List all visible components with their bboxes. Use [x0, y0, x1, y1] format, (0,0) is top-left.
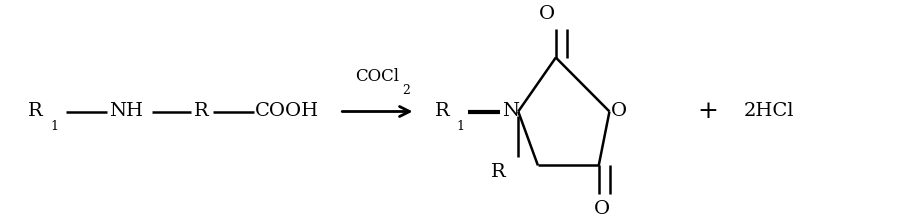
Text: O: O: [611, 103, 627, 120]
Text: R: R: [28, 103, 43, 120]
Text: R: R: [492, 163, 506, 181]
Text: +: +: [697, 100, 718, 123]
Text: 2HCl: 2HCl: [744, 103, 794, 120]
Text: NH: NH: [109, 103, 143, 120]
Text: O: O: [539, 4, 555, 23]
Text: 1: 1: [50, 120, 58, 133]
Text: R: R: [435, 103, 449, 120]
Text: 1: 1: [457, 120, 465, 133]
Text: 2: 2: [402, 84, 410, 97]
Text: COCl: COCl: [355, 68, 399, 85]
Text: R: R: [194, 103, 208, 120]
Text: N: N: [502, 103, 519, 120]
Text: COOH: COOH: [256, 103, 319, 120]
Text: O: O: [594, 200, 610, 219]
